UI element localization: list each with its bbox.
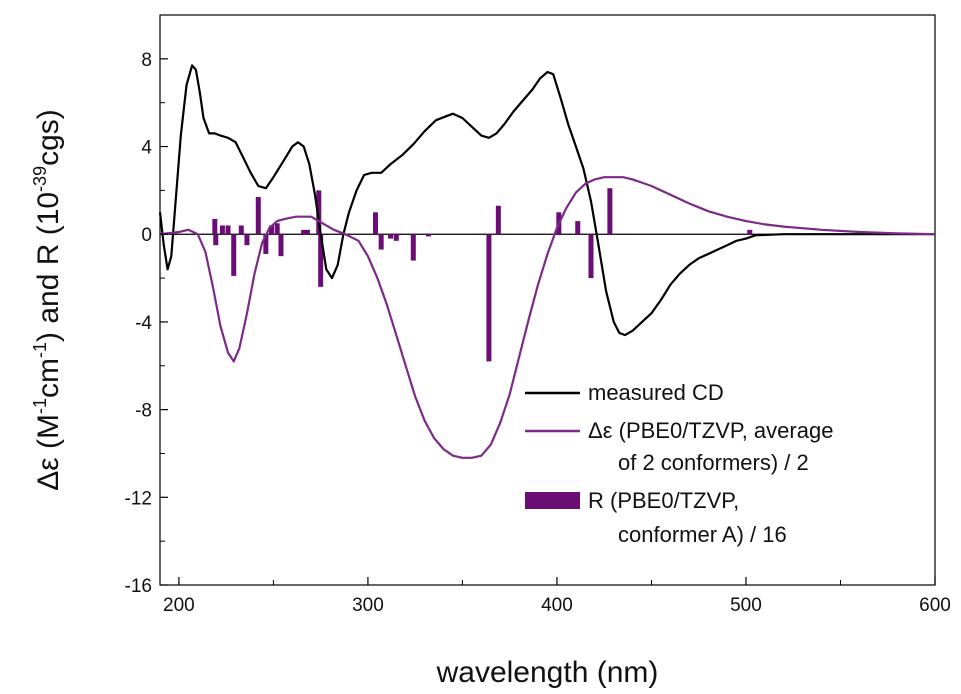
bar-mark: [238, 225, 244, 235]
legend-label: Δε (PBE0/TZVP, average: [588, 418, 833, 443]
y-axis-title-superscript: -39: [30, 166, 50, 192]
y-axis-title-part: cm: [32, 358, 65, 398]
bar-mark: [378, 234, 384, 250]
computed-delta-epsilon-line: [159, 176, 936, 459]
bar-group: [212, 188, 753, 362]
y-axis-title-superscript: -1: [30, 342, 50, 358]
bar-mark: [263, 234, 269, 254]
bar-mark: [219, 225, 225, 235]
measured-cd-line: [158, 64, 935, 337]
line-group: [158, 64, 936, 459]
bar-mark: [278, 234, 284, 257]
y-axis-title-part: ) and R (10: [32, 192, 65, 342]
x-axis-title: wavelength (nm): [436, 656, 659, 689]
legend-label: of 2 conformers) / 2: [618, 450, 809, 475]
plot-frame: [159, 14, 936, 586]
bar-mark: [486, 234, 492, 362]
bar-mark: [316, 190, 322, 235]
legend-label: conformer A) / 16: [618, 522, 787, 547]
y-axis-title-part: Δε (M: [32, 414, 65, 491]
y-tick-label: -16: [125, 576, 152, 597]
y-tick-label: 4: [141, 138, 152, 159]
bar-mark: [212, 218, 218, 235]
y-tick-label: -8: [135, 401, 152, 422]
y-tick-label: -4: [135, 313, 152, 334]
legend-label: measured CD: [588, 380, 724, 405]
bar-mark: [225, 225, 231, 235]
legend: measured CD Δε (PBE0/TZVP, average of 2 co…: [525, 380, 833, 547]
legend-swatch-bar: [525, 492, 580, 509]
tick-label-group: 200 300 400 500 600 -16 -12 -8 -4 0 4 8: [125, 50, 951, 616]
y-tick-label: 0: [141, 225, 152, 246]
x-tick-label: 300: [352, 595, 384, 616]
bar-mark: [255, 196, 261, 235]
y-axis-title-part: cgs): [32, 109, 65, 166]
bar-mark: [425, 234, 431, 237]
bar-mark: [388, 234, 394, 239]
bar-mark: [304, 229, 310, 235]
bar-mark: [244, 234, 250, 246]
y-axis-title: Δε (M-1cm-1) and R (10-39cgs): [30, 109, 65, 491]
y-axis-title-superscript: -1: [30, 398, 50, 414]
bar-mark: [747, 229, 753, 235]
x-tick-label: 400: [541, 595, 573, 616]
bar-mark: [301, 229, 307, 235]
bar-mark: [372, 212, 378, 235]
bar-mark: [393, 234, 399, 241]
y-tick-label: -12: [125, 488, 152, 509]
bar-mark: [588, 234, 594, 279]
x-tick-label: 500: [730, 595, 762, 616]
bar-mark: [231, 234, 237, 276]
bar-mark: [495, 205, 501, 235]
bar-mark: [274, 223, 280, 235]
x-tick-label: 200: [163, 595, 195, 616]
tick-group: [160, 58, 936, 586]
bar-mark: [213, 234, 219, 246]
x-tick-label: 600: [919, 595, 951, 616]
bar-mark: [269, 225, 275, 235]
y-tick-label: 8: [141, 50, 152, 71]
bar-mark: [410, 234, 416, 261]
bar-mark: [318, 234, 324, 287]
bar-mark: [607, 188, 613, 235]
legend-label: R (PBE0/TZVP,: [588, 488, 739, 513]
bar-mark: [575, 221, 581, 235]
